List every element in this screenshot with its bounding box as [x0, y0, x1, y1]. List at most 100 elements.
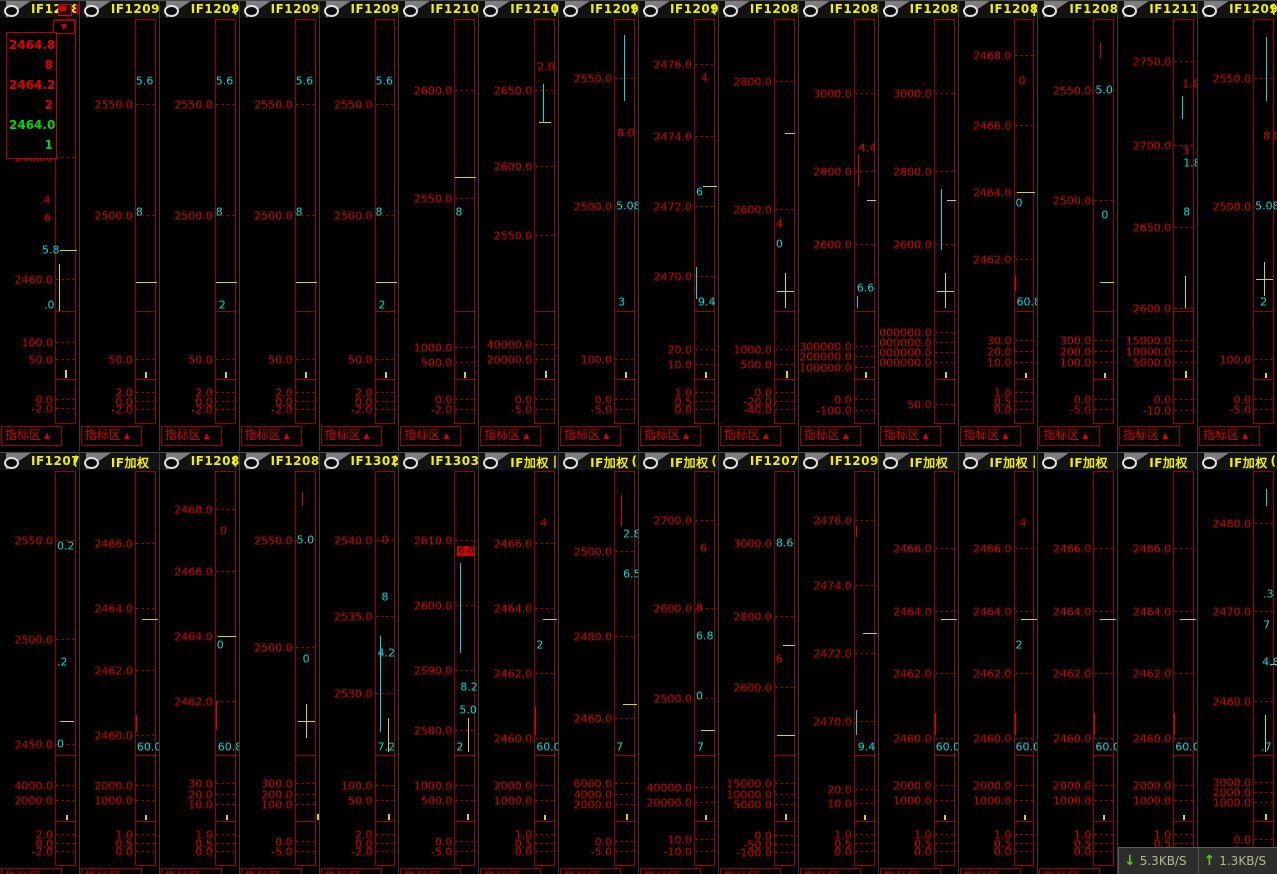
chart-panel[interactable]: IF1208(2468.02466.02464.02462.00060.830.… [158, 452, 239, 874]
chart-panel[interactable]: IF1208 2550.0 2500.0 5.0 0 300.0 200.0 100.0 0.0… [238, 452, 319, 874]
panel-menu-icon[interactable] [4, 5, 19, 17]
panel-menu-icon[interactable] [722, 457, 738, 469]
chart-panel[interactable]: IF1302(2540.0 2535.0 2530.0 0 8 4.2 7.2 100.0 50… [318, 452, 399, 874]
chart-panel[interactable]: IF1208 3000.0 2800.0 2600.0 4.4 6.6 300000.0 20… [797, 0, 878, 451]
panel-menu-icon[interactable] [83, 457, 99, 469]
indicator-area-button[interactable]: 指标区▲ [240, 868, 302, 874]
panel-menu-icon[interactable] [83, 5, 99, 17]
chart-panel[interactable]: IF1209(2550.02500.08.05.082100.00.0-5.0指… [1197, 0, 1277, 451]
period-dropdown[interactable]: ▼ [52, 20, 75, 34]
chart-panel[interactable]: IF1210 | 2650.0 2600.0 2550.0 2.0 40000.0 20000… [478, 0, 559, 451]
indicator-area-button[interactable]: 指标区▲ [80, 426, 142, 446]
panel-menu-icon[interactable] [243, 5, 259, 17]
panel-menu-icon[interactable] [882, 5, 898, 17]
indicator-area-button[interactable]: 指标区▲ [1039, 426, 1101, 446]
chart-panel[interactable]: IF加权(2480.02470.02460.0.374.8.73000.0200… [1197, 452, 1277, 874]
chart-panel[interactable]: IF加权 2466.0 2464.0 2462.0 2460.060.0 2000.010… [1117, 452, 1198, 874]
panel-menu-icon[interactable] [243, 457, 259, 469]
panel-menu-icon[interactable] [483, 5, 499, 17]
panel-menu-icon[interactable] [722, 5, 738, 17]
indicator-area-button[interactable]: 指标区▲ [640, 426, 701, 446]
chart-panel[interactable]: IF加权(2500.02480.02460.02.86.576000.04000… [558, 452, 638, 874]
chart-panel[interactable]: IF加权 2466.0 2464.0 2462.0 2460.060.0 2000.010… [1037, 452, 1118, 874]
indicator-area-button[interactable]: 指标区▲ [320, 426, 382, 446]
indicator-area-button[interactable]: 指标区▲ [1, 868, 62, 874]
chart-panel[interactable]: IF1208 2480.0 2460.0 .4 6 5.8 .0 100.0 50.0 0.0-2… [0, 0, 79, 451]
chart-panel[interactable]: IF1208 2800.0 2600.0 4 0 1000.0 500.0 0.0 -20.0-… [717, 0, 798, 451]
indicator-area-button[interactable]: 指标区▲ [1199, 426, 1261, 446]
chart-panel[interactable]: IF12112750.02700.02650.02600.01.831.8815… [1117, 0, 1198, 451]
chart-panel[interactable]: IF1209 2550.0 2500.0 5.6 8 50.0 2.0 0.0 -2.0 指标区 ▲ [238, 0, 319, 451]
panel-menu-icon[interactable] [163, 457, 179, 469]
indicator-area-button[interactable]: 指标区▲ [480, 868, 542, 874]
indicator-area-button[interactable]: 指标区▲ [560, 426, 622, 446]
grid-line: 1000.0 [1053, 796, 1114, 807]
indicator-area-button[interactable]: 指标区▲ [959, 868, 1021, 874]
panel-menu-icon[interactable] [802, 457, 818, 469]
panel-menu-icon[interactable] [323, 5, 339, 17]
chart-panel[interactable]: IF1207 3000.0 2800.0 2600.0 8.6 6 15000.0 10000… [717, 452, 798, 874]
chart-panel[interactable]: IF1208 3000.0 2800.0 2600.0 4000000.0 3000000… [877, 0, 958, 451]
indicator-area-button[interactable]: 指标区▲ [240, 426, 302, 446]
panel-menu-icon[interactable] [563, 5, 579, 17]
indicator-area-button[interactable]: 指标区▲ [959, 426, 1021, 446]
chart-panel[interactable]: IF1210 2600.0 2550.0 8 1000.0 500.0 0.0 -2.0 指标区… [398, 0, 479, 451]
indicator-area-button[interactable]: 指标区▲ [560, 868, 622, 874]
indicator-area-button[interactable]: 指标区▲ [400, 868, 462, 874]
indicator-area-button[interactable]: 指标区▲ [1039, 868, 1101, 874]
indicator-area-button[interactable]: 指标区▲ [80, 868, 142, 874]
indicator-area-button[interactable]: 指标区▲ [160, 426, 222, 446]
chart-panel[interactable]: IF1209(2476.0 2474.0 2472.0 2470.0 4 6 9.4 20.0… [638, 0, 718, 451]
indicator-area-button[interactable]: 指标区▲ [719, 868, 781, 874]
chart-panel[interactable]: IF1209(2550.02500.08.05.083100.00.0-5.0指… [558, 0, 638, 451]
chart-panel[interactable]: IF加权 2466.0 2464.0 2462.0 2460.060.0 2000.010… [877, 452, 958, 874]
panel-menu-icon[interactable] [1202, 457, 1218, 469]
chart-panel[interactable]: IF1208| 2468.0 2466.0 2464.0 2462.0 0 0 60.8 30.… [957, 0, 1038, 451]
indicator-area-button[interactable]: 指标区▲ [799, 868, 861, 874]
restore-window-icon[interactable] [57, 4, 72, 16]
chart-panel[interactable]: IF1208 2550.0 2500.0 5.0 0 300.0 200.0 100.0 0.0… [1037, 0, 1118, 451]
panel-menu-icon[interactable] [563, 457, 579, 469]
panel-title-bar: IF加权 [1038, 452, 1118, 470]
chart-panel[interactable]: IF1209 2476.0 2474.0 2472.0 2470.0 9.4 20.0 10.… [797, 452, 878, 874]
indicator-area-button[interactable]: 指标区▲ [400, 426, 462, 446]
panel-menu-icon[interactable] [483, 457, 499, 469]
chart-panel[interactable]: IF加权 2466.0 2464.0 2462.0 2460.060.0 2000.010… [78, 452, 159, 874]
indicator-area-button[interactable]: 指标区▲ [799, 426, 861, 446]
panel-menu-icon[interactable] [1122, 457, 1138, 469]
chart-panel[interactable]: IF加权| 2466.0 2464.0 2462.0 2460.0 4 2 60.0 2000.… [478, 452, 559, 874]
chart-panel[interactable]: IF1303 2610.0 2600.0 2590.0 2580.0 6.8 8.2 5.0 2… [398, 452, 479, 874]
chart-panel[interactable]: IF1209 2550.0 2500.0 5.6 8 50.0 2.0 0.0 -2.0 指标区 ▲ [78, 0, 159, 451]
panel-menu-icon[interactable] [962, 5, 978, 17]
chart-panel[interactable]: IF1207(2550.0 2500.0 2450.0 0.2.2 0 4000.0 200… [0, 452, 79, 874]
panel-menu-icon[interactable] [643, 5, 658, 17]
indicator-area-button[interactable]: 指标区▲ [640, 868, 701, 874]
indicator-area-button[interactable]: 指标区▲ [1119, 426, 1181, 446]
indicator-area-button[interactable]: 指标区▲ [480, 426, 542, 446]
panel-menu-icon[interactable] [1042, 457, 1058, 469]
indicator-area-button[interactable]: 指标区▲ [160, 868, 222, 874]
chart-panel[interactable]: IF加权(2700.0 2600.0 2500.0 6 8 6.8 0 7 40000.0 200… [638, 452, 718, 874]
panel-menu-icon[interactable] [1042, 5, 1058, 17]
indicator-area-button[interactable]: 指标区▲ [1, 426, 62, 446]
panel-menu-icon[interactable] [882, 457, 898, 469]
chart-panel[interactable]: IF1209 2550.0 2500.0 5.6 8 2 50.0 2.0 0.0 -2.0 指标区… [318, 0, 399, 451]
panel-menu-icon[interactable] [163, 5, 179, 17]
panel-menu-icon[interactable] [4, 457, 19, 469]
chart-panel[interactable]: IF1209(2550.0 2500.0 5.6 8 2 50.0 2.0 0.0 -2.0 指标… [158, 0, 239, 451]
close-window-icon[interactable] [75, 4, 79, 14]
panel-menu-icon[interactable] [962, 457, 978, 469]
volume-tick [863, 815, 866, 820]
chart-panel[interactable]: IF加权| 2466.0 2464.0 2462.0 2460.0 4 2 60.0 2000.… [957, 452, 1038, 874]
panel-menu-icon[interactable] [643, 457, 658, 469]
panel-menu-icon[interactable] [323, 457, 339, 469]
panel-menu-icon[interactable] [1202, 5, 1218, 17]
indicator-area-button[interactable]: 指标区▲ [879, 426, 941, 446]
panel-menu-icon[interactable] [403, 5, 419, 17]
panel-menu-icon[interactable] [403, 457, 419, 469]
panel-menu-icon[interactable] [802, 5, 818, 17]
panel-menu-icon[interactable] [1122, 5, 1138, 17]
indicator-area-button[interactable]: 指标区▲ [320, 868, 382, 874]
indicator-area-button[interactable]: 指标区▲ [719, 426, 781, 446]
indicator-area-button[interactable]: 指标区▲ [879, 868, 941, 874]
